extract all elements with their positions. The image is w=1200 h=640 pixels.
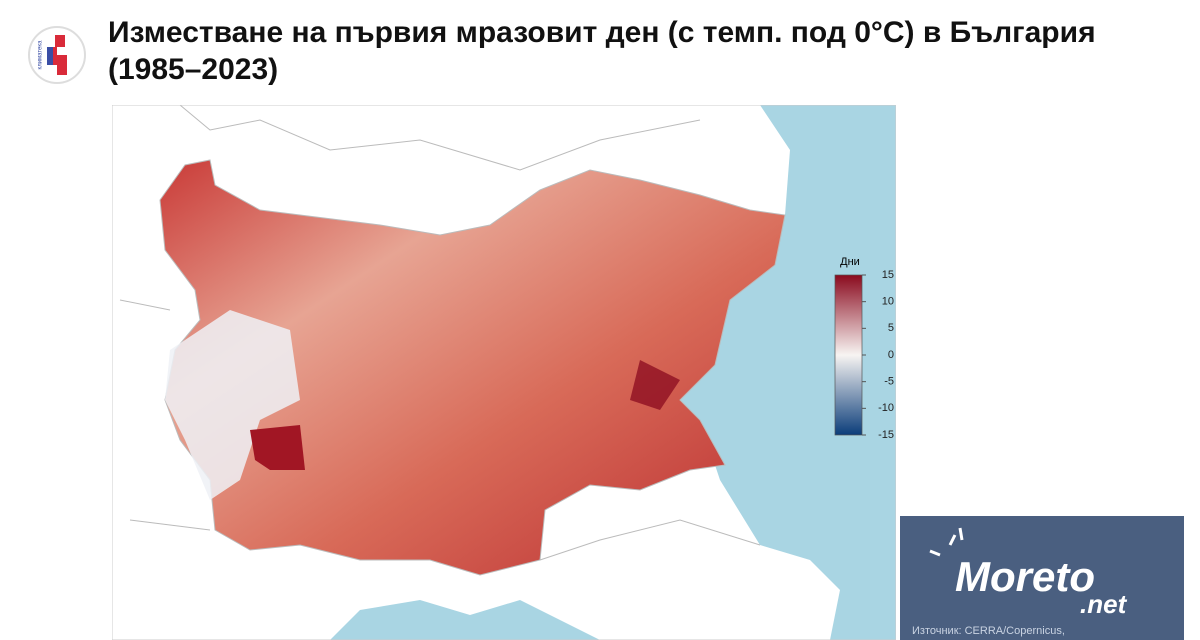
colorbar-tick-label: 10 (882, 296, 894, 308)
colorbar-title: Дни (840, 256, 860, 268)
brand: Moreto (955, 553, 1095, 600)
colorbar-tick-label: 5 (888, 322, 894, 334)
watermark: Moreto .net Източник: CERRA/Copernicus, (900, 516, 1184, 640)
map (112, 105, 896, 640)
colorbar-tick-label: 15 (882, 269, 894, 281)
colorbar-tick-label: -10 (878, 402, 894, 414)
logo: климатека (28, 26, 86, 84)
colorbar-scale (834, 274, 863, 436)
title-box: Изместване на първия мразовит ден (с тем… (108, 16, 1096, 86)
title: Изместване на първия мразовит ден (с тем… (108, 16, 1096, 86)
colorbar: Дни 15 10 5 0 -5 -10 -15 (834, 256, 894, 441)
colorbar-tick-label: 0 (888, 349, 894, 361)
source: Източник: CERRA/Copernicus, (912, 625, 1065, 637)
colorbar-tick-label: -5 (884, 376, 894, 388)
logo-text: климатека (38, 40, 44, 70)
brand-suffix: .net (1080, 589, 1128, 619)
colorbar-tick-label: -15 (878, 429, 894, 441)
